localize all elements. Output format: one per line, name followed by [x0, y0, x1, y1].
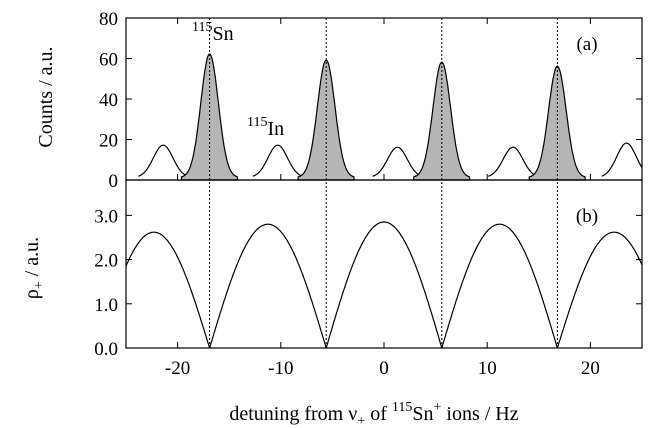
x-axis-label-post: ions / Hz: [441, 403, 518, 425]
in115-peak-1: [252, 144, 303, 177]
panel-b: 0.0 1.0 2.0 3.0 -20 -10 0 10 20: [94, 18, 643, 379]
in115-peak-0: [138, 144, 189, 177]
panel-b-y-tick-label: 1.0: [94, 295, 118, 316]
annotation-sn115-element: Sn: [212, 23, 233, 45]
x-axis-label: detuning from ν+ of 115Sn+ ions / Hz: [229, 400, 518, 428]
in115-peak-4: [601, 142, 643, 177]
x-tick-label: 10: [478, 358, 497, 379]
x-tick-label: -10: [268, 358, 293, 379]
panel-b-y-label-sub: +: [32, 281, 47, 289]
panel-a-y-tick-label: 20: [99, 131, 118, 152]
panel-a: 0 20 40 60 80: [99, 9, 643, 192]
panel-b-y-label-main: ρ: [21, 289, 43, 299]
x-axis-label-charge: +: [433, 400, 441, 415]
panel-b-label: (b): [576, 206, 598, 227]
annotation-sn115-mass: 115: [192, 20, 212, 35]
panel-b-y-tick-label: 0.0: [94, 339, 118, 360]
panel-a-y-label: Counts / a.u.: [35, 46, 57, 147]
x-tick-label: -20: [165, 358, 190, 379]
rho-arch-2: [325, 221, 443, 349]
x-axis-label-pre: detuning from ν: [229, 403, 357, 425]
panel-b-y-label-tail: / a.u.: [21, 237, 43, 281]
panel-a-y-tick-label: 60: [99, 50, 118, 71]
rho-arch-4: [556, 231, 643, 349]
annotation-sn115: 115Sn: [192, 20, 234, 45]
x-tick-label: 20: [581, 358, 600, 379]
panel-b-frame: [125, 179, 643, 349]
x-tick-label: 0: [379, 358, 389, 379]
sn115-peak-0: [180, 53, 239, 181]
annotation-in115: 115In: [247, 115, 284, 140]
panel-a-label: (a): [576, 34, 597, 55]
panel-a-y-tick-label: 0: [109, 171, 119, 192]
rho-arch-1: [209, 223, 327, 349]
rho-arch-3: [441, 223, 558, 349]
panel-a-y-tick-label: 40: [99, 90, 118, 111]
panel-a-y-tick-label: 80: [99, 9, 118, 30]
panel-b-y-tick-label: 2.0: [94, 251, 118, 272]
annotation-in115-mass: 115: [247, 115, 267, 130]
rho-arch-0: [125, 231, 211, 349]
sn115-peak-1: [297, 59, 355, 181]
in115-peak-2: [372, 146, 423, 177]
x-axis-label-sub: +: [357, 414, 365, 428]
x-axis-label-mass: 115: [392, 400, 412, 415]
x-axis-label-mid: of: [365, 403, 392, 425]
annotation-in115-element: In: [267, 118, 284, 140]
panel-b-y-label: ρ+ / a.u.: [21, 237, 47, 299]
x-axis-label-element: Sn: [412, 403, 433, 425]
in115-peak-3: [487, 146, 539, 177]
panel-b-y-tick-label: 3.0: [94, 206, 118, 227]
